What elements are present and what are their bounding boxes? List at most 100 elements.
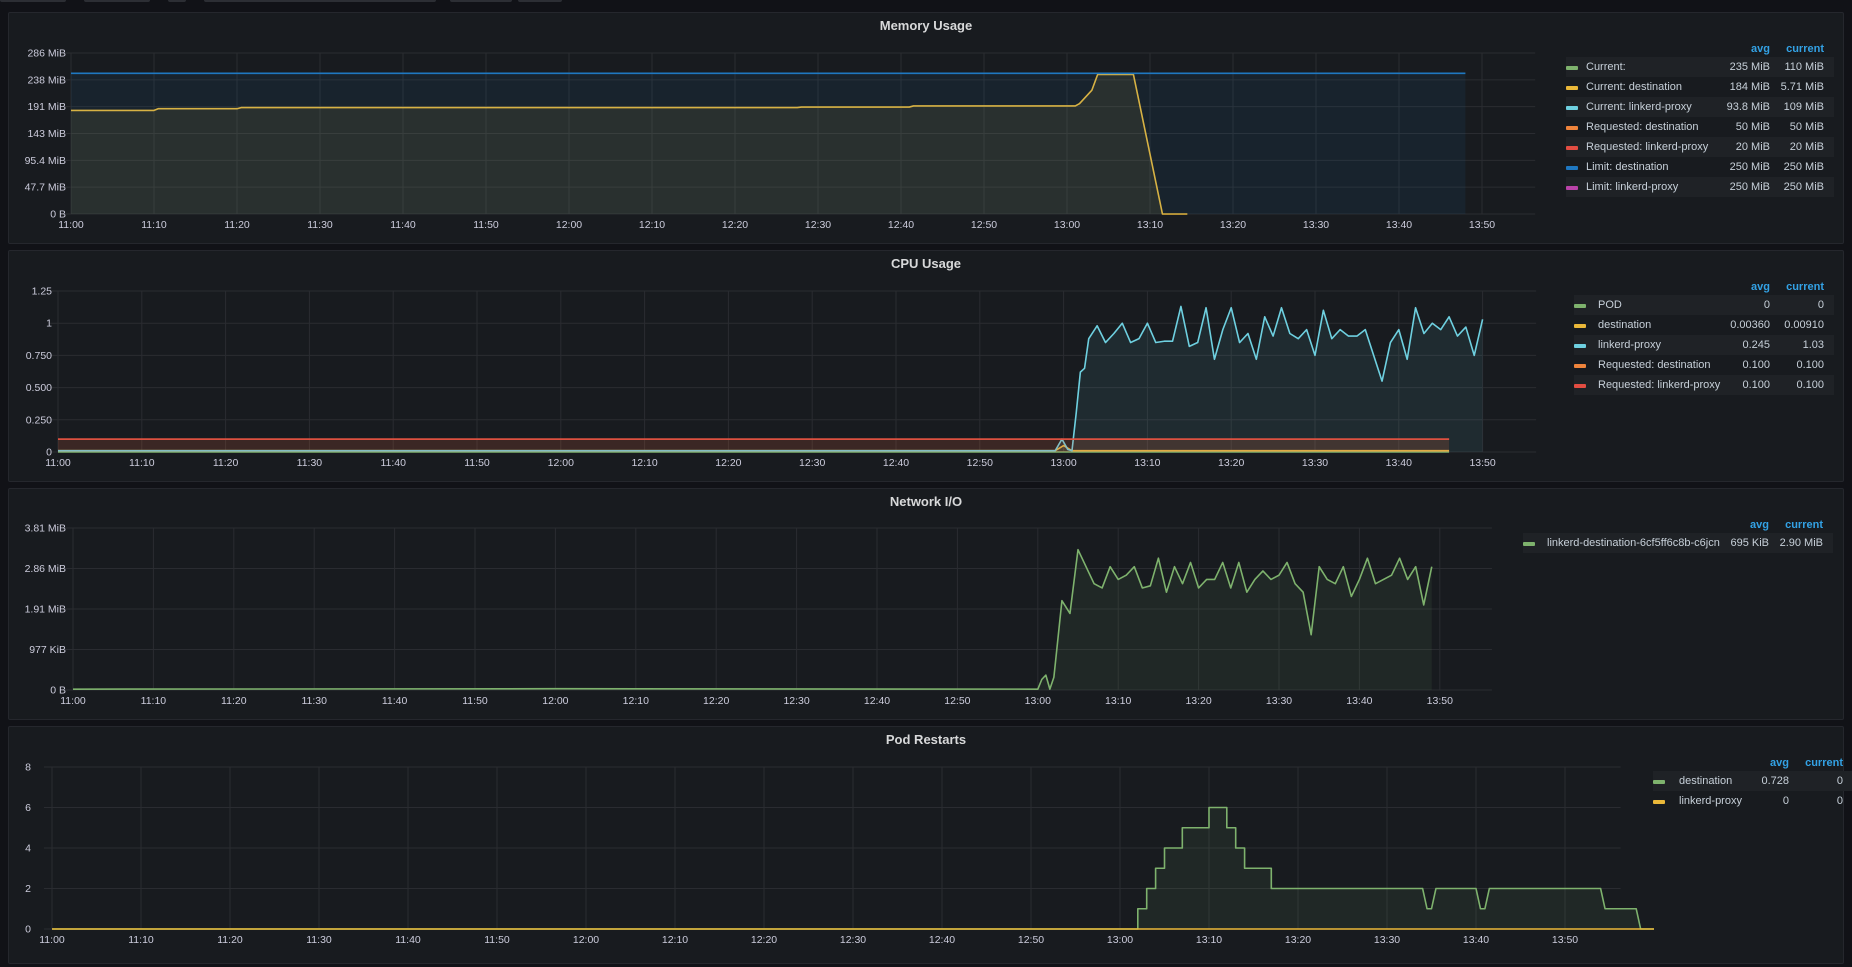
legend-series-name[interactable]: linkerd-proxy bbox=[1679, 795, 1742, 807]
legend-current-value: 109 MiB bbox=[1783, 101, 1824, 113]
x-tick-label: 12:10 bbox=[662, 934, 688, 946]
legend-series-name[interactable]: Requested: linkerd-proxy bbox=[1598, 379, 1721, 391]
legend-series-name[interactable]: destination bbox=[1679, 775, 1733, 787]
legend-series-name[interactable]: Requested: destination bbox=[1598, 359, 1711, 371]
x-tick-label: 13:30 bbox=[1303, 219, 1329, 231]
legend: avg current destination 0.728 0 linkerd-proxy… bbox=[1653, 757, 1852, 817]
legend-swatch[interactable] bbox=[1566, 126, 1578, 130]
legend-item-linkerd-destination-6cf5ff6c8b-c6jcn[interactable]: linkerd-destination-6cf5ff6c8b-c6jcn 695 … bbox=[1523, 533, 1833, 553]
x-tick-label: 13:50 bbox=[1469, 219, 1495, 231]
legend-swatch[interactable] bbox=[1653, 800, 1665, 804]
legend-series-name[interactable]: Current: destination bbox=[1586, 81, 1682, 93]
legend-item-current-linkerd-proxy[interactable]: Current: linkerd-proxy 93.8 MiB 109 MiB bbox=[1566, 97, 1834, 117]
legend-item-destination[interactable]: destination 0.00360 0.00910 bbox=[1574, 315, 1834, 335]
legend-item-destination[interactable]: destination 0.728 0 bbox=[1653, 771, 1852, 791]
series-linkerd-destination-6cf5ff6c8b-c6jcn[interactable] bbox=[72, 548, 1433, 690]
series-current-destination[interactable] bbox=[71, 73, 1188, 215]
chart-network-i-o[interactable]: 0 B 977 KiB 1.91 MiB 2.86 MiB 3.81 MiB 11:00 1… bbox=[9, 489, 1523, 721]
toolbar-button[interactable] bbox=[168, 0, 186, 2]
legend-series-name[interactable]: Limit: destination bbox=[1586, 161, 1669, 173]
legend-header-current[interactable]: current bbox=[1805, 757, 1843, 769]
legend-swatch[interactable] bbox=[1566, 146, 1578, 150]
toolbar-button[interactable] bbox=[518, 0, 562, 2]
legend-item-current-destination[interactable]: Current: destination 184 MiB 5.71 MiB bbox=[1566, 77, 1834, 97]
legend-header-avg[interactable]: avg bbox=[1751, 281, 1770, 293]
legend-header-current[interactable]: current bbox=[1786, 281, 1824, 293]
series-destination[interactable] bbox=[52, 806, 1654, 930]
legend-series-name[interactable]: Limit: linkerd-proxy bbox=[1586, 181, 1679, 193]
toolbar-button[interactable] bbox=[204, 0, 436, 2]
legend-item-linkerd-proxy[interactable]: linkerd-proxy 0 0 bbox=[1653, 791, 1852, 811]
x-tick-label: 11:50 bbox=[464, 457, 490, 469]
legend-item-limit-destination[interactable]: Limit: destination 250 MiB 250 MiB bbox=[1566, 157, 1834, 177]
legend-item-requested-linkerd-proxy[interactable]: Requested: linkerd-proxy 20 MiB 20 MiB bbox=[1566, 137, 1834, 157]
toolbar-button[interactable] bbox=[450, 0, 512, 2]
legend-swatch[interactable] bbox=[1574, 324, 1586, 328]
legend-swatch[interactable] bbox=[1574, 304, 1586, 308]
legend-current-value: 50 MiB bbox=[1789, 121, 1824, 133]
panel-title[interactable]: CPU Usage bbox=[890, 256, 962, 271]
chart-pod-restarts[interactable]: 0 2 4 6 8 11:00 11:10 11:20 11:30 11:40 11:50 12:00… bbox=[9, 727, 1654, 965]
series-line bbox=[72, 548, 1433, 690]
legend-swatch[interactable] bbox=[1566, 166, 1578, 170]
legend-series-name[interactable]: destination bbox=[1598, 319, 1652, 331]
series-linkerd-proxy[interactable] bbox=[58, 305, 1484, 452]
legend-item-requested-linkerd-proxy[interactable]: Requested: linkerd-proxy 0.100 0.100 bbox=[1574, 375, 1834, 395]
panel-title[interactable]: Memory Usage bbox=[879, 18, 973, 33]
legend-item-requested-destination[interactable]: Requested: destination 0.100 0.100 bbox=[1574, 355, 1834, 375]
legend-swatch[interactable] bbox=[1566, 66, 1578, 70]
legend-avg-value: 0.100 bbox=[1742, 359, 1770, 371]
legend-swatch[interactable] bbox=[1566, 186, 1578, 190]
panel-cpu-usage[interactable]: CPU Usage 0 0.250 0.500 0.750 1 1.25 11:00 11:10… bbox=[8, 250, 1844, 482]
panel-memory-usage[interactable]: Memory Usage 0 B 47.7 MiB 95.4 MiB 143 MiB 19… bbox=[8, 12, 1844, 244]
series-limit-destination[interactable] bbox=[71, 72, 1466, 214]
panel-network-i-o[interactable]: Network I/O 0 B 977 KiB 1.91 MiB 2.86 MiB 3.8… bbox=[8, 488, 1844, 720]
x-tick-label: 12:00 bbox=[542, 695, 568, 707]
legend-item-pod[interactable]: POD 0 0 bbox=[1574, 295, 1834, 315]
x-tick-label: 13:40 bbox=[1386, 457, 1412, 469]
legend-header-avg[interactable]: avg bbox=[1770, 757, 1789, 769]
legend-series-name[interactable]: POD bbox=[1598, 299, 1622, 311]
chart-cpu-usage[interactable]: 0 0.250 0.500 0.750 1 1.25 11:00 11:10 11:20 11:3… bbox=[9, 251, 1574, 483]
legend-swatch[interactable] bbox=[1574, 364, 1586, 368]
x-tick-label: 12:50 bbox=[967, 457, 993, 469]
legend-avg-value: 235 MiB bbox=[1729, 61, 1770, 73]
x-tick-label: 11:50 bbox=[462, 695, 488, 707]
legend-series-name[interactable]: linkerd-destination-6cf5ff6c8b-c6jcn bbox=[1547, 537, 1720, 549]
toolbar-button[interactable] bbox=[0, 0, 66, 2]
legend-current-value: 0 bbox=[1836, 795, 1843, 807]
legend-header-current[interactable]: current bbox=[1786, 43, 1824, 55]
x-tick-label: 11:00 bbox=[45, 457, 71, 469]
toolbar-button[interactable] bbox=[84, 0, 150, 2]
legend-swatch[interactable] bbox=[1523, 542, 1535, 546]
legend-header-current[interactable]: current bbox=[1785, 519, 1823, 531]
legend-item-limit-linkerd-proxy[interactable]: Limit: linkerd-proxy 250 MiB 250 MiB bbox=[1566, 177, 1834, 197]
legend-series-name[interactable]: Current: bbox=[1586, 61, 1626, 73]
legend-series-name[interactable]: linkerd-proxy bbox=[1598, 339, 1661, 351]
legend-series-name[interactable]: Requested: destination bbox=[1586, 121, 1699, 133]
legend-swatch[interactable] bbox=[1574, 384, 1586, 388]
chart-memory-usage[interactable]: 0 B 47.7 MiB 95.4 MiB 143 MiB 191 MiB 238 MiB… bbox=[9, 13, 1566, 245]
legend-item-linkerd-proxy[interactable]: linkerd-proxy 0.245 1.03 bbox=[1574, 335, 1834, 355]
panel-title[interactable]: Pod Restarts bbox=[885, 732, 967, 747]
legend-header-avg[interactable]: avg bbox=[1751, 43, 1770, 55]
legend-series-name[interactable]: Requested: linkerd-proxy bbox=[1586, 141, 1709, 153]
y-tick-label: 95.4 MiB bbox=[25, 155, 66, 167]
legend-item-requested-destination[interactable]: Requested: destination 50 MiB 50 MiB bbox=[1566, 117, 1834, 137]
legend-swatch[interactable] bbox=[1574, 344, 1586, 348]
legend-series-name[interactable]: Current: linkerd-proxy bbox=[1586, 101, 1692, 113]
legend-avg-value: 250 MiB bbox=[1729, 181, 1770, 193]
x-tick-label: 12:30 bbox=[840, 934, 866, 946]
legend-swatch[interactable] bbox=[1566, 106, 1578, 110]
x-tick-label: 11:00 bbox=[39, 934, 65, 946]
legend-current-value: 2.90 MiB bbox=[1779, 537, 1823, 549]
legend-swatch[interactable] bbox=[1566, 86, 1578, 90]
legend: avg current Current: 235 MiB 110 MiB Current:… bbox=[1566, 43, 1834, 203]
panel-pod-restarts[interactable]: Pod Restarts 0 2 4 6 8 11:00 11:10 11:20 11:30 11:… bbox=[8, 726, 1852, 965]
legend-swatch[interactable] bbox=[1653, 780, 1665, 784]
legend-header-avg[interactable]: avg bbox=[1750, 519, 1769, 531]
panel-title[interactable]: Network I/O bbox=[889, 494, 963, 509]
legend-item-current[interactable]: Current: 235 MiB 110 MiB bbox=[1566, 57, 1834, 77]
x-tick-label: 11:10 bbox=[129, 457, 155, 469]
series-requested-linkerd-proxy[interactable] bbox=[58, 438, 1450, 452]
